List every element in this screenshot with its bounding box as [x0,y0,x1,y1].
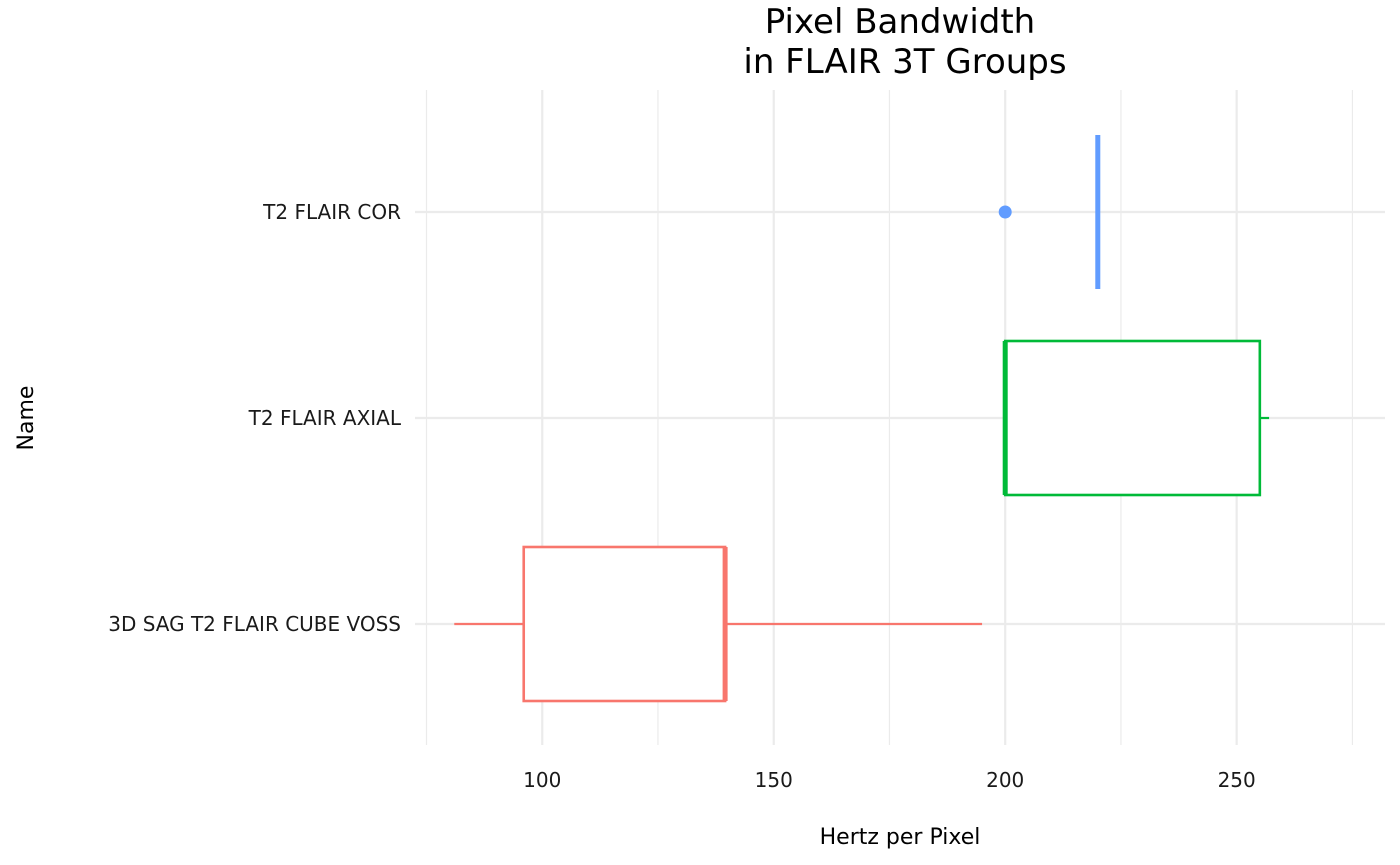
tick-layer: 100 150 200 250 3D SAG T2 FLAIR CUBE VOSS T2 … [108,200,1256,792]
box-group [1002,339,1270,497]
chart-title-line-1: Pixel Bandwidth [765,2,1035,42]
box-iqr [1003,339,1262,497]
box-group [454,545,983,703]
x-tick-label: 150 [755,768,793,792]
y-tick-label: T2 FLAIR COR [262,200,401,224]
y-axis-title: Name [14,386,39,451]
marks-layer [454,135,1270,703]
box-iqr [522,545,727,703]
y-tick-label: 3D SAG T2 FLAIR CUBE VOSS [108,612,401,636]
chart-title-line-2: in FLAIR 3T Groups [743,42,1066,82]
x-axis-title: Hertz per Pixel [820,825,981,850]
box-group [998,135,1101,289]
outlier-point [998,205,1012,219]
y-tick-label: T2 FLAIR AXIAL [248,406,402,430]
x-tick-label: 100 [523,768,561,792]
x-tick-label: 250 [1218,768,1256,792]
x-tick-label: 200 [986,768,1024,792]
